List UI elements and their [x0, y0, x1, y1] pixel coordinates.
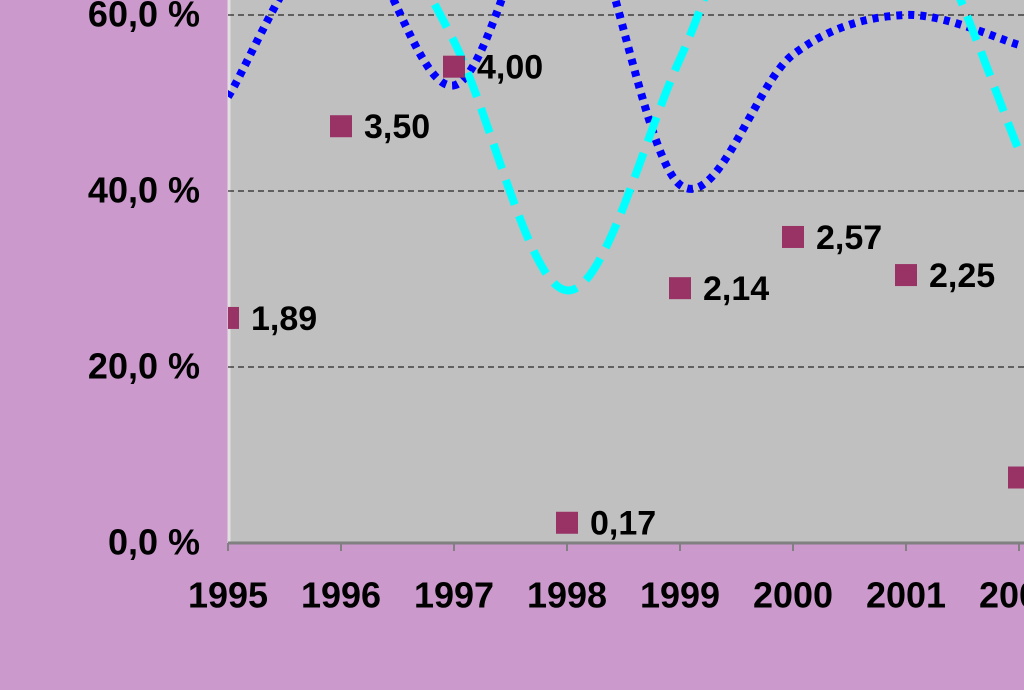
value-label: 4,00 — [477, 49, 543, 87]
value-label: 3,50 — [364, 108, 430, 146]
marker — [1008, 466, 1024, 489]
y-tick-label: 40,0 % — [88, 169, 200, 210]
y-tick-label: 0,0 % — [108, 522, 200, 563]
value-label: 2,14 — [703, 270, 769, 308]
marker — [330, 115, 352, 138]
marker — [556, 511, 578, 534]
marker — [669, 277, 691, 300]
x-tick-label: 1996 — [301, 575, 381, 616]
value-label: 2,57 — [816, 219, 882, 257]
marker — [443, 55, 465, 78]
line-series — [427, 0, 1023, 295]
marker — [895, 264, 917, 287]
plot-area — [228, 0, 1024, 543]
x-tick-label: 1995 — [188, 575, 268, 616]
value-label: 2,25 — [929, 257, 995, 295]
plot-content: 1,89 3,50 4,00 0,17 2,14 2,57 2,25 — [228, 0, 1024, 543]
marker — [782, 225, 804, 248]
value-label: 1,89 — [251, 300, 317, 338]
y-tick-label: 20,0 % — [88, 346, 200, 387]
marker — [228, 306, 239, 329]
y-tick-label: 60,0 % — [88, 0, 200, 34]
x-tick-label: 2001 — [866, 575, 946, 616]
x-tick-label: 2002 — [979, 575, 1024, 616]
value-label: 0,17 — [590, 505, 656, 543]
x-tick-label: 1997 — [414, 575, 494, 616]
x-tick-label: 2000 — [753, 575, 833, 616]
x-tick-label: 1999 — [640, 575, 720, 616]
x-tick-label: 1998 — [527, 575, 607, 616]
